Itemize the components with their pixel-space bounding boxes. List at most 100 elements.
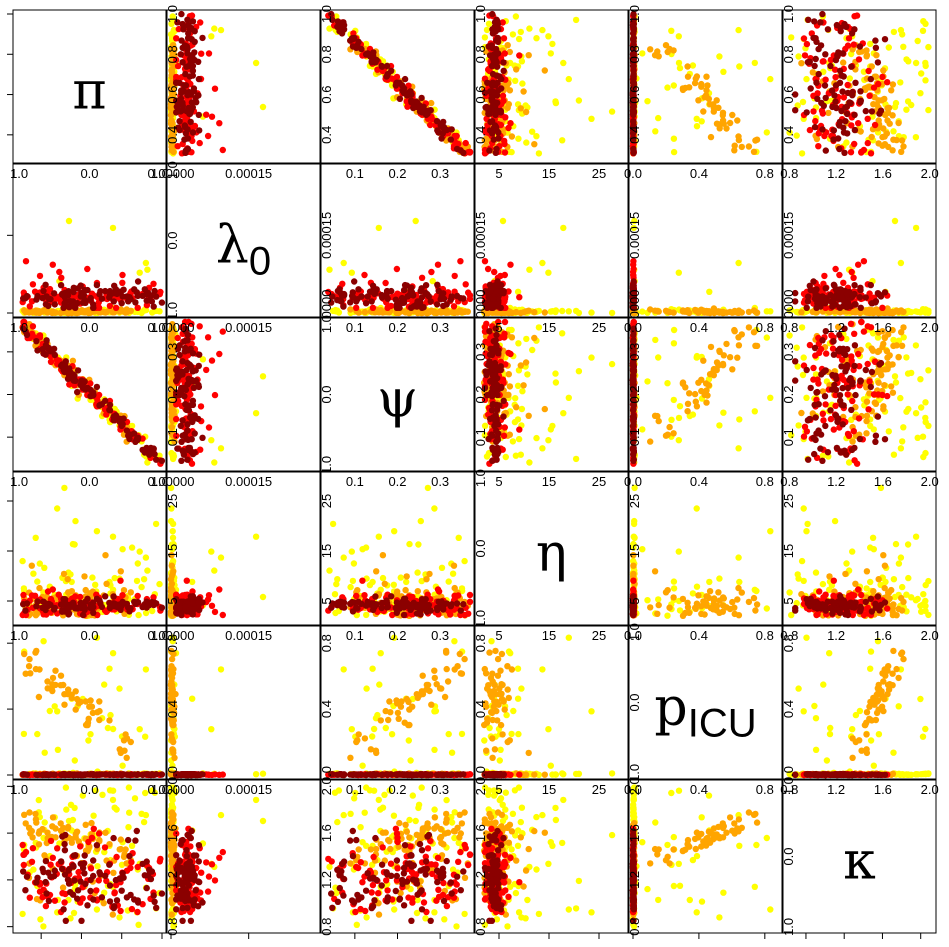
point [493, 288, 500, 295]
point [897, 259, 905, 267]
point [195, 92, 202, 99]
point [109, 224, 117, 232]
diagonal-label-psi: ψ [377, 370, 418, 430]
point [719, 360, 727, 368]
point [841, 149, 848, 156]
point [127, 307, 134, 314]
point [539, 445, 546, 452]
point [891, 217, 899, 225]
panel-pi-vs-eta: 0.40.60.81.0 [473, 5, 629, 164]
point [843, 139, 850, 146]
point [858, 148, 865, 155]
point [158, 457, 166, 464]
point [489, 70, 497, 78]
point [58, 274, 65, 281]
point [189, 450, 197, 458]
point [734, 354, 741, 361]
diagonal-label-main: ψ [377, 370, 418, 430]
point [925, 106, 932, 114]
point [731, 147, 738, 154]
point [700, 357, 707, 364]
point [174, 334, 181, 342]
point [443, 301, 450, 308]
point [767, 394, 774, 401]
point [848, 63, 855, 70]
point [384, 295, 391, 302]
point [197, 19, 204, 26]
diagonal-label-pi: π [72, 62, 106, 122]
point [182, 123, 189, 131]
point [196, 127, 203, 134]
point [170, 26, 178, 34]
point [630, 271, 637, 279]
point [689, 62, 697, 69]
point [204, 132, 212, 140]
point [174, 62, 182, 70]
point [874, 59, 882, 66]
point [485, 361, 492, 369]
point [361, 308, 369, 316]
point [423, 110, 431, 118]
y-tick-label: 0.4 [319, 126, 334, 144]
point [686, 390, 693, 397]
point [545, 437, 552, 444]
point [494, 79, 501, 87]
point [707, 133, 715, 141]
point [191, 38, 198, 45]
point [143, 449, 150, 456]
point [515, 435, 523, 443]
point [684, 408, 691, 415]
point [831, 282, 838, 289]
point [150, 280, 157, 287]
point [500, 432, 508, 439]
point [168, 143, 175, 151]
point [531, 334, 538, 342]
y-tick-label: 1.0 [627, 5, 642, 23]
point [900, 43, 907, 50]
point [903, 106, 910, 113]
point [51, 301, 58, 308]
point [703, 399, 710, 406]
point [211, 459, 218, 466]
point [735, 342, 743, 349]
point [539, 259, 546, 267]
point [812, 55, 819, 63]
point [151, 450, 158, 458]
point [434, 281, 441, 288]
point [833, 104, 840, 112]
point [836, 304, 844, 311]
point [872, 44, 880, 51]
point [178, 37, 185, 44]
point [494, 366, 502, 374]
point [204, 334, 212, 341]
point [371, 55, 378, 63]
point [666, 423, 673, 431]
point [184, 427, 191, 434]
point [191, 28, 198, 35]
point [731, 328, 738, 335]
point [362, 51, 370, 58]
point [184, 35, 192, 42]
point [729, 366, 736, 373]
point [827, 62, 834, 70]
point [565, 394, 572, 401]
points [629, 10, 774, 157]
y-tick-label: 0.4 [165, 126, 180, 144]
point [485, 20, 493, 27]
point [501, 424, 508, 431]
point [494, 18, 501, 25]
x-tick-label: 0.8 [756, 166, 774, 181]
y-tick-label: 0.6 [627, 86, 642, 104]
y-tick-label: 1.0 [319, 315, 334, 333]
point [336, 26, 343, 33]
point [418, 94, 425, 102]
point [526, 25, 533, 32]
point [706, 288, 713, 295]
point [493, 342, 500, 349]
point [753, 342, 761, 350]
point [811, 123, 819, 131]
point [186, 55, 194, 63]
point [134, 292, 141, 300]
point [434, 261, 442, 268]
